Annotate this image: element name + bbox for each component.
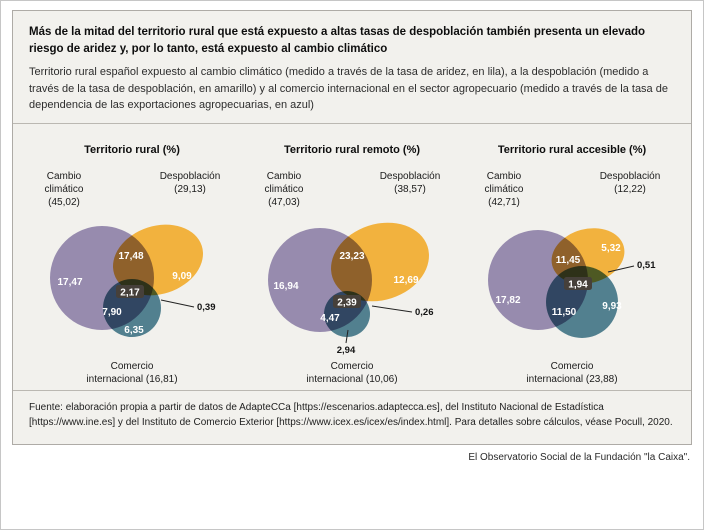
value-climate-trade: 11,50 <box>552 307 577 318</box>
venn-chart-territorio-rural-accesible: Territorio rural accesible (%) Cambio cli… <box>463 132 681 386</box>
center-value-badge <box>564 276 592 290</box>
value-climate-only: 17,47 <box>57 277 82 288</box>
top-set-labels: Cambio climático (47,03) Despoblación (38… <box>243 170 461 212</box>
divider-top <box>13 122 691 124</box>
set-label-climate: Cambio climático (45,02) <box>44 170 84 208</box>
venn-diagram: 17,82 11,45 5,32 1,94 11,50 9,93 0,51 <box>488 228 656 338</box>
value-climate-depop: 23,23 <box>339 251 364 262</box>
value-climate-depop: 17,48 <box>118 251 143 262</box>
value-climate-only: 17,82 <box>495 295 520 306</box>
chart-title: Territorio rural accesible (%) <box>497 143 647 156</box>
charts-row: Territorio rural (%) Cambio climático (45… <box>13 124 691 390</box>
value-climate-only: 16,94 <box>273 281 298 292</box>
leader-line-depop-trade <box>160 299 195 308</box>
venn-chart-territorio-rural: Territorio rural (%) Cambio climático (45… <box>23 132 241 386</box>
venn-chart-territorio-rural-remoto: Territorio rural remoto (%) Cambio climát… <box>243 132 461 386</box>
set-label-depop: Despoblación (12,22) <box>599 170 661 195</box>
set-label-climate: Cambio climático (42,71) <box>484 170 524 208</box>
top-set-labels: Cambio climático (45,02) Despoblación (29… <box>23 170 241 212</box>
bottom-set-label-wrap: Comercio internacional (10,06) <box>243 358 461 386</box>
value-depop-only: 9,09 <box>172 271 192 282</box>
leader-line-trade-only <box>345 329 349 343</box>
value-climate-depop: 11,45 <box>556 255 581 266</box>
set-label-depop: Despoblación (38,57) <box>379 170 441 195</box>
source-note: Fuente: elaboración propia a partir de d… <box>29 401 673 429</box>
value-depop-only: 12,69 <box>393 275 418 286</box>
set-label-trade: Comercio internacional (23,88) <box>526 360 618 385</box>
chart-title: Territorio rural remoto (%) <box>283 143 421 156</box>
top-set-labels: Cambio climático (42,71) Despoblación (12… <box>463 170 681 212</box>
value-depop-trade: 0,26 <box>415 307 434 318</box>
set-label-trade: Comercio internacional (10,06) <box>306 360 398 385</box>
venn-diagram: 16,94 23,23 12,69 2,39 4,47 2,94 0,26 <box>268 222 434 356</box>
set-label-depop: Despoblación (29,13) <box>159 170 221 195</box>
value-center: 2,17 <box>120 287 140 298</box>
value-center: 2,39 <box>337 297 357 308</box>
figure-subtitle: Territorio rural español expuesto al cam… <box>29 66 668 112</box>
figure-card: Más de la mitad del territorio rural que… <box>12 10 692 445</box>
chart-title: Territorio rural (%) <box>84 143 180 156</box>
value-trade-only: 6,35 <box>124 325 144 336</box>
bottom-set-label-wrap: Comercio internacional (16,81) <box>23 358 241 386</box>
value-depop-trade: 0,39 <box>197 302 216 313</box>
venn-diagram: 17,47 17,48 9,09 2,17 7,906,35 0,39 <box>50 224 216 337</box>
publisher-credit: El Observatorio Social de la Fundación "… <box>468 451 690 463</box>
figure-title: Más de la mitad del territorio rural que… <box>29 26 646 55</box>
center-value-badge <box>333 294 361 308</box>
figure-header: Más de la mitad del territorio rural que… <box>13 11 691 123</box>
bottom-set-label-wrap: Comercio internacional (23,88) <box>463 358 681 386</box>
value-center: 1,94 <box>568 279 588 290</box>
value-depop-only: 5,32 <box>601 243 621 254</box>
center-value-badge <box>116 284 144 298</box>
value-climate-trade: 4,47 <box>320 313 340 324</box>
set-label-trade: Comercio internacional (16,81) <box>86 360 178 385</box>
set-label-climate: Cambio climático (47,03) <box>264 170 304 208</box>
leader-line-depop-trade <box>371 305 413 313</box>
divider-bottom <box>13 389 691 391</box>
depopulation-ellipse <box>113 224 203 296</box>
value-climate-trade: 7,90 <box>102 307 122 318</box>
value-depop-trade: 0,51 <box>637 260 656 271</box>
leader-line-depop-trade <box>607 265 635 273</box>
value-trade-only: 9,93 <box>602 301 622 312</box>
depopulation-ellipse <box>331 222 429 302</box>
value-trade-only: 2,94 <box>337 345 356 356</box>
